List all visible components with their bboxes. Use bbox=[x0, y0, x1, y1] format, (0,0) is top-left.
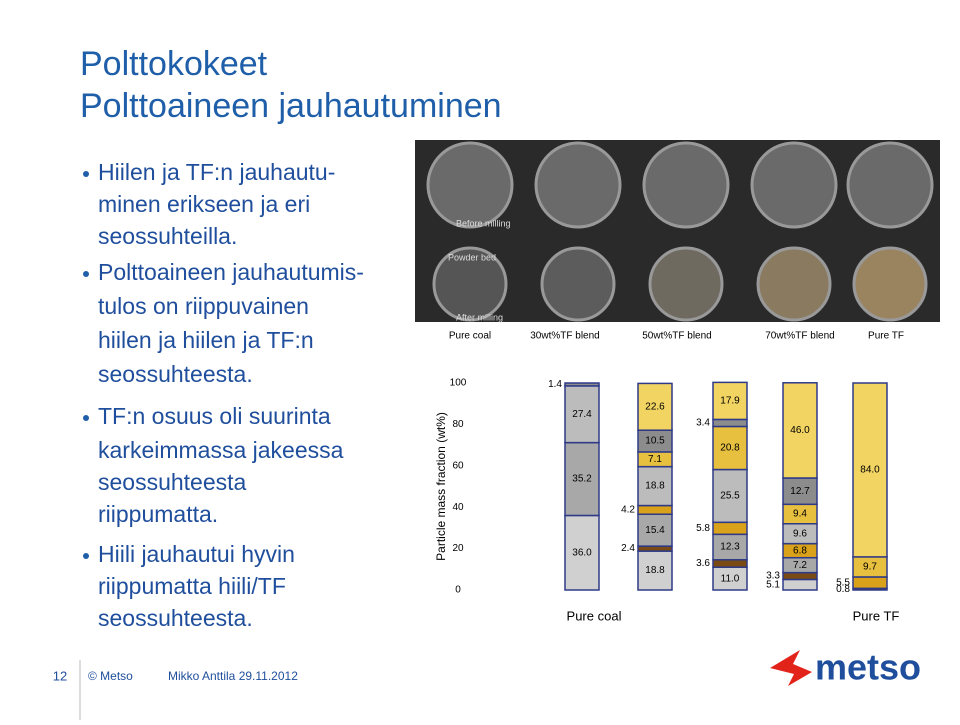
data-label: 12.7 bbox=[790, 486, 810, 497]
data-label: 27.4 bbox=[572, 409, 592, 420]
data-label: 46.0 bbox=[790, 425, 810, 436]
bar-segment bbox=[637, 550, 673, 591]
bullet-text: riippumatta. bbox=[98, 501, 218, 527]
bullet-text: seossuhteesta. bbox=[98, 361, 253, 387]
logo-text: metso bbox=[815, 647, 921, 688]
slide-text: Polttokokeet Polttoaineen jauhautuminen Hi… bbox=[53, 45, 921, 688]
y-axis-label: Particle mass fraction (wt%) bbox=[434, 412, 448, 561]
bullet-text: seossuhteesta. bbox=[98, 605, 253, 631]
chart: 0 20 40 60 80 100 Particle mass fraction (wt%)… bbox=[434, 378, 899, 624]
photos: Before milling Powder bed After milling bbox=[415, 140, 940, 322]
photo-annotation: Before milling bbox=[456, 218, 511, 228]
author-date: Mikko Anttila 29.11.2012 bbox=[168, 669, 298, 683]
bullet-text: Polttoaineen jauhautumis- bbox=[98, 259, 364, 285]
data-label: 25.5 bbox=[720, 491, 740, 502]
bullet-dot bbox=[83, 415, 89, 421]
data-label: 20.8 bbox=[720, 443, 740, 454]
data-label: 4.2 bbox=[621, 505, 635, 516]
photo-label: 50wt%TF blend bbox=[642, 331, 711, 342]
data-label: 3.4 bbox=[696, 418, 710, 429]
bullet-text: minen erikseen ja eri bbox=[98, 191, 310, 217]
data-label: 15.4 bbox=[645, 525, 665, 536]
data-label: 84.0 bbox=[860, 465, 880, 476]
data-label: 18.8 bbox=[645, 481, 665, 492]
slide-title: Polttokokeet bbox=[80, 45, 268, 83]
bar-segment bbox=[712, 425, 748, 471]
bullet-text: hiilen ja hiilen ja TF:n bbox=[98, 327, 314, 353]
data-label: 17.9 bbox=[720, 396, 740, 407]
bullet-text: Hiili jauhautui hyvin bbox=[98, 541, 295, 567]
bar-segment bbox=[782, 477, 818, 506]
y-tick-label: 80 bbox=[452, 419, 464, 430]
data-label: 9.4 bbox=[793, 509, 807, 520]
bullet-dot bbox=[83, 271, 89, 277]
y-tick-label: 0 bbox=[455, 585, 461, 596]
data-label: 18.8 bbox=[645, 565, 665, 576]
data-label: 2.4 bbox=[621, 543, 635, 554]
bar-segment bbox=[637, 465, 673, 507]
data-label: 7.2 bbox=[793, 560, 807, 571]
photo-label: 30wt%TF blend bbox=[530, 331, 599, 342]
data-label: 9.6 bbox=[793, 528, 807, 539]
data-label: 9.7 bbox=[863, 562, 877, 573]
photo-label: Pure TF bbox=[868, 331, 904, 342]
bar-segment bbox=[782, 382, 818, 479]
data-label: 0.8 bbox=[836, 584, 850, 595]
bar-segment bbox=[712, 521, 748, 536]
data-label: 1.4 bbox=[548, 379, 562, 390]
bar-segment bbox=[564, 382, 600, 387]
data-label: 22.6 bbox=[645, 401, 665, 412]
data-label: 36.0 bbox=[572, 547, 592, 558]
data-label: 35.2 bbox=[572, 474, 592, 485]
data-label: 5.5 bbox=[836, 577, 850, 588]
photo-label: 70wt%TF blend bbox=[765, 331, 834, 342]
bar-segment bbox=[852, 382, 888, 558]
data-label: 12.3 bbox=[720, 542, 740, 553]
bullet-text: seossuhteesta bbox=[98, 469, 247, 495]
bar-segment bbox=[712, 418, 748, 428]
bullet-text: tulos on riippuvainen bbox=[98, 293, 309, 319]
photo-annotation: Powder bed bbox=[448, 252, 496, 262]
y-tick-label: 100 bbox=[450, 378, 467, 389]
x-tick-label: Pure TF bbox=[853, 608, 900, 623]
photo-label: Pure coal bbox=[449, 331, 491, 342]
bar-segment bbox=[637, 504, 673, 515]
data-label: 6.8 bbox=[793, 545, 807, 556]
y-tick-label: 20 bbox=[452, 543, 464, 554]
bullet-text: riippumatta hiili/TF bbox=[98, 573, 286, 599]
bar-segment bbox=[852, 576, 888, 590]
page-number: 12 bbox=[53, 668, 67, 683]
bar-segment bbox=[712, 559, 748, 568]
bar-segment bbox=[712, 381, 748, 421]
data-label: 5.1 bbox=[766, 579, 780, 590]
bullet-text: seossuhteilla. bbox=[98, 223, 237, 249]
bar-segment bbox=[782, 571, 818, 581]
copyright: © Metso bbox=[88, 669, 133, 683]
data-label: 10.5 bbox=[645, 436, 665, 447]
bullet-text: karkeimmassa jakeessa bbox=[98, 437, 344, 463]
data-label: 11.0 bbox=[721, 573, 740, 584]
bullet-text: Hiilen ja TF:n jauhautu- bbox=[98, 159, 335, 185]
bar-segment bbox=[564, 385, 600, 444]
bar-segment bbox=[564, 514, 600, 591]
bullet-text: TF:n osuus oli suurinta bbox=[98, 403, 331, 429]
bar-segment bbox=[782, 578, 818, 591]
logo-mark bbox=[770, 650, 812, 686]
bullet-dot bbox=[83, 553, 89, 559]
bar-segment bbox=[564, 441, 600, 517]
photo-annotation: After milling bbox=[456, 312, 503, 322]
data-label: 5.8 bbox=[696, 523, 710, 534]
data-label: 3.3 bbox=[766, 571, 780, 582]
x-tick-label: Pure coal bbox=[567, 608, 622, 623]
data-label: 7.1 bbox=[648, 454, 662, 465]
bullet-dot bbox=[83, 171, 89, 177]
bar-segment bbox=[637, 513, 673, 547]
bar-segment bbox=[637, 382, 673, 431]
slide-title: Polttoaineen jauhautuminen bbox=[80, 87, 502, 125]
y-tick-label: 40 bbox=[452, 502, 464, 513]
data-label: 3.6 bbox=[696, 558, 710, 569]
y-tick-label: 60 bbox=[452, 460, 464, 471]
